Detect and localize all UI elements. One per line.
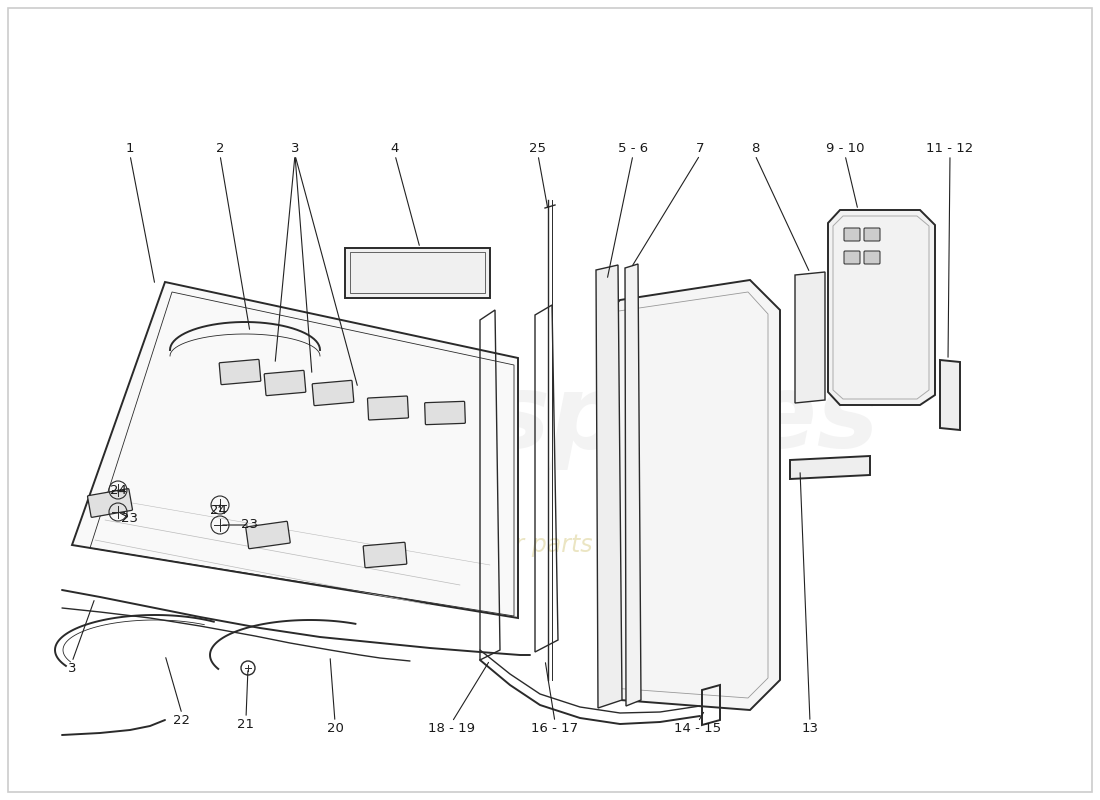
FancyBboxPatch shape (425, 402, 465, 425)
Text: 9 - 10: 9 - 10 (826, 142, 865, 154)
Text: 4: 4 (390, 142, 399, 154)
FancyBboxPatch shape (245, 522, 290, 549)
Text: 23: 23 (242, 518, 258, 531)
Polygon shape (345, 248, 490, 298)
FancyBboxPatch shape (88, 489, 132, 518)
FancyBboxPatch shape (219, 359, 261, 385)
Text: 13: 13 (802, 722, 818, 734)
Text: 2: 2 (216, 142, 224, 154)
Text: 16 - 17: 16 - 17 (531, 722, 579, 734)
Text: 3: 3 (68, 662, 76, 674)
Polygon shape (790, 456, 870, 479)
Text: 25: 25 (529, 142, 547, 154)
Polygon shape (795, 272, 825, 403)
Text: 7: 7 (695, 142, 704, 154)
FancyBboxPatch shape (844, 251, 860, 264)
FancyBboxPatch shape (367, 396, 408, 420)
Text: 18 - 19: 18 - 19 (429, 722, 475, 734)
Text: 11 - 12: 11 - 12 (926, 142, 974, 154)
Text: 14 - 15: 14 - 15 (674, 722, 722, 734)
FancyBboxPatch shape (312, 380, 354, 406)
Text: 23: 23 (121, 511, 139, 525)
Text: 24: 24 (210, 503, 227, 517)
FancyBboxPatch shape (864, 251, 880, 264)
FancyBboxPatch shape (844, 228, 860, 241)
Text: a passion for parts since 1988: a passion for parts since 1988 (372, 533, 728, 557)
Text: 24: 24 (110, 483, 126, 497)
FancyBboxPatch shape (264, 370, 306, 396)
Text: 1: 1 (125, 142, 134, 154)
FancyBboxPatch shape (864, 228, 880, 241)
Polygon shape (600, 280, 780, 710)
Text: 8: 8 (751, 142, 759, 154)
Polygon shape (625, 264, 641, 706)
Polygon shape (940, 360, 960, 430)
Text: 5 - 6: 5 - 6 (618, 142, 648, 154)
Polygon shape (828, 210, 935, 405)
Polygon shape (72, 282, 518, 618)
Text: 21: 21 (238, 718, 254, 730)
Text: 20: 20 (327, 722, 343, 734)
Text: 3: 3 (290, 142, 299, 154)
Text: Eurospares: Eurospares (221, 370, 879, 470)
FancyBboxPatch shape (363, 542, 407, 568)
Polygon shape (596, 265, 622, 708)
Text: 22: 22 (174, 714, 190, 726)
